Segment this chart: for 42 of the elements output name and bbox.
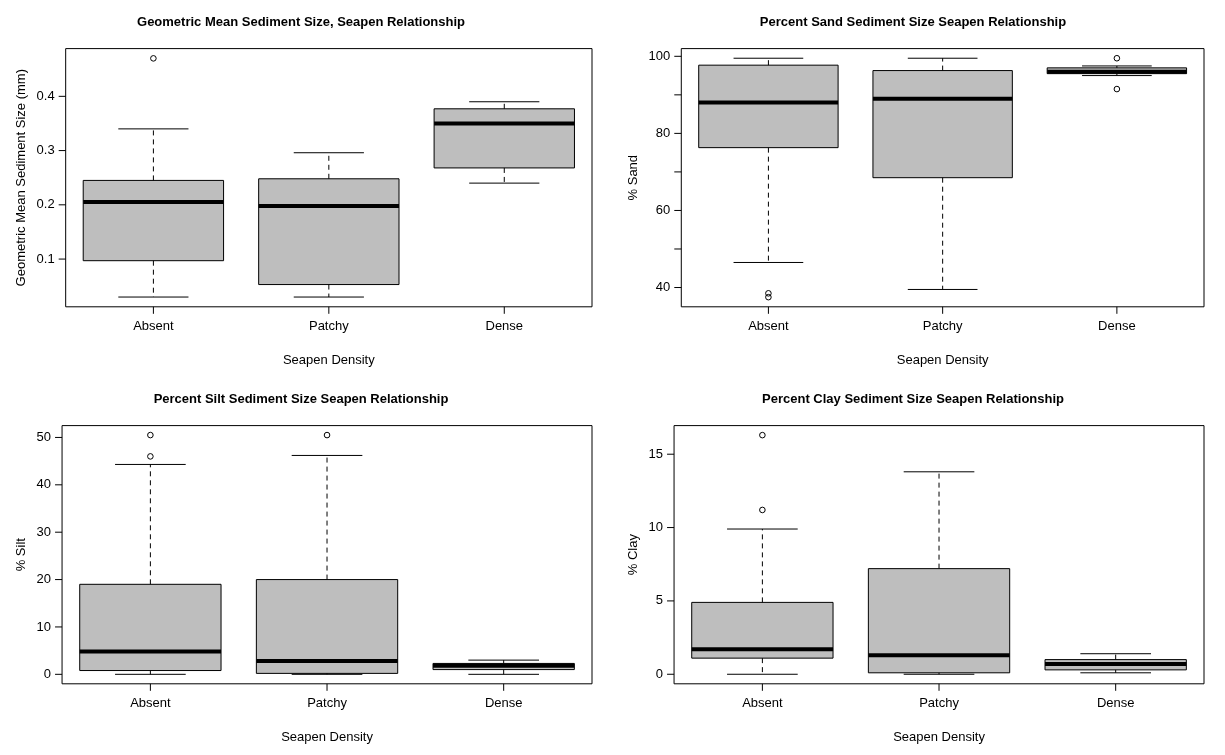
y-tick-label: 0 [655,665,664,681]
y-tick-label: 60 [655,202,671,218]
x-tick-label: Absent [742,695,783,711]
y-tick-label: 0.3 [36,142,55,158]
y-axis-title: % Silt [13,537,29,572]
x-axis-title: Seapen Density [893,728,986,744]
x-tick-label: Patchy [307,695,348,711]
y-tick-label: 0.2 [36,196,55,212]
y-tick-label: 0.4 [36,87,55,103]
y-tick-label: 5 [655,592,664,608]
x-tick-label: Dense [484,695,523,711]
y-axis-title: Geometric Mean Sediment Size (mm) [13,68,29,287]
chart-title: Geometric Mean Sediment Size, Seapen Relationship [137,14,466,30]
x-tick-label: Patchy [922,318,964,334]
y-axis-title: % Sand [625,154,641,201]
y-tick-label: 80 [655,124,671,140]
y-tick-label: 30 [36,523,52,539]
chart-title: Percent Clay Sediment Size Seapen Relationship [762,391,1065,407]
y-tick-label: 40 [36,476,52,492]
y-tick-label: 10 [648,519,664,535]
y-tick-label: 40 [655,279,671,295]
chart-title: Percent Silt Sediment Size Seapen Relationship [153,391,449,407]
x-tick-label: Absent [133,318,175,334]
x-axis-title: Seapen Density [282,351,376,367]
y-tick-label: 100 [648,47,671,63]
y-tick-label: 50 [36,429,52,445]
y-tick-label: 0 [43,665,52,681]
x-tick-label: Absent [130,695,171,711]
y-tick-label: 10 [36,618,52,634]
x-axis-title: Seapen Density [281,728,374,744]
y-tick-label: 0.1 [36,250,55,266]
x-tick-label: Patchy [919,695,960,711]
x-axis-title: Seapen Density [896,351,990,367]
x-tick-label: Absent [748,318,790,334]
x-tick-label: Dense [485,318,524,334]
x-tick-label: Dense [1096,695,1135,711]
x-tick-label: Dense [1098,318,1136,334]
y-tick-label: 15 [648,445,664,461]
x-tick-label: Patchy [308,318,350,334]
y-tick-label: 20 [36,571,52,587]
chart-title: Percent Sand Sediment Size Seapen Relationship [759,14,1067,30]
y-axis-title: % Clay [625,533,641,576]
